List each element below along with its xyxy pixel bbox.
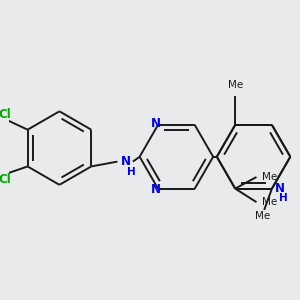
Text: Cl: Cl [0,108,11,121]
Text: H: H [127,167,135,177]
Text: Me: Me [262,197,278,207]
Text: Me: Me [228,80,243,90]
Text: N: N [121,155,131,168]
Text: Me: Me [262,172,278,182]
Text: Cl: Cl [0,173,11,187]
Text: N: N [151,183,161,196]
Text: N: N [151,118,161,130]
Text: Me: Me [255,211,270,221]
Text: H: H [279,193,288,203]
Text: N: N [275,182,285,195]
